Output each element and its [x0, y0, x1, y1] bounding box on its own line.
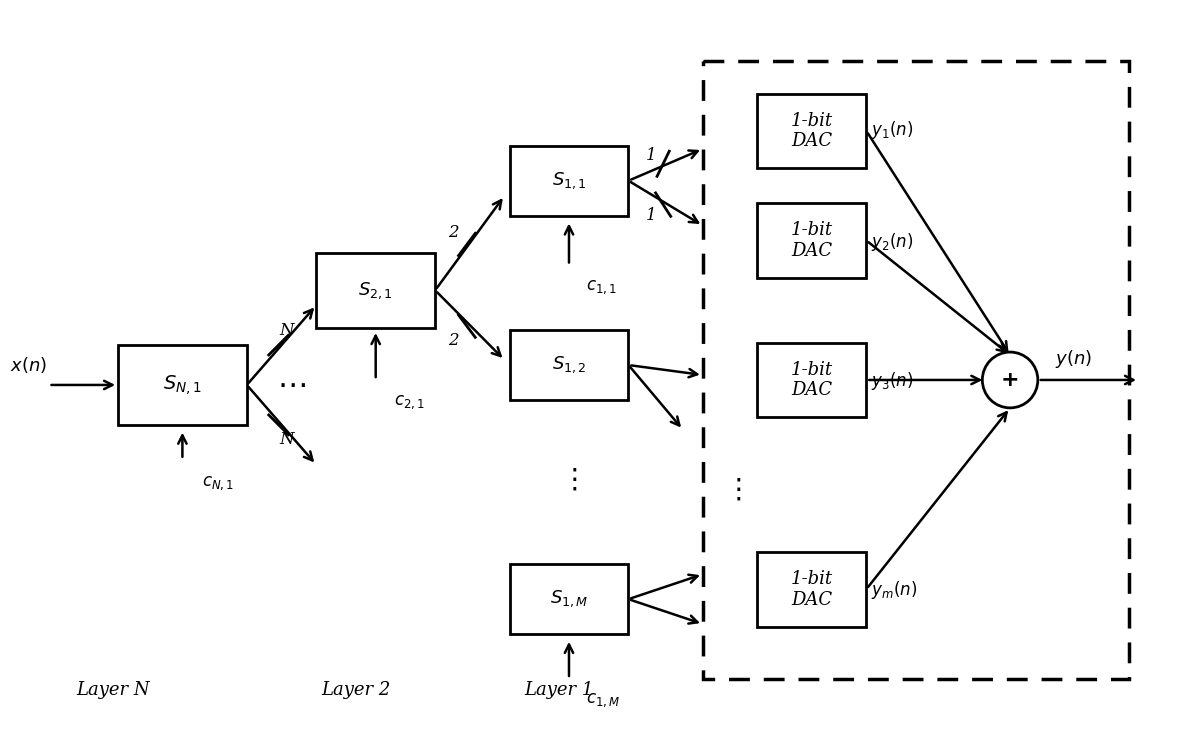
Text: $y_3(n)$: $y_3(n)$ [871, 370, 913, 392]
Text: 2: 2 [447, 224, 458, 241]
Text: $\vdots$: $\vdots$ [560, 466, 578, 493]
Text: Layer 2: Layer 2 [321, 681, 391, 699]
Circle shape [983, 352, 1038, 408]
Bar [703, 61, 1129, 679]
Text: 1-bit
DAC: 1-bit DAC [791, 570, 833, 609]
Text: $c_{2,1}$: $c_{2,1}$ [393, 393, 425, 411]
Text: $y_1(n)$: $y_1(n)$ [871, 119, 913, 141]
Text: $c_{1,1}$: $c_{1,1}$ [586, 278, 617, 296]
Text: $y(n)$: $y(n)$ [1055, 348, 1092, 370]
Text: N: N [279, 321, 294, 339]
Bar [757, 94, 866, 168]
Text: $x(n)$: $x(n)$ [9, 355, 47, 375]
Text: 2: 2 [447, 332, 458, 349]
Bar [510, 564, 629, 634]
Text: N: N [279, 432, 294, 448]
Bar [757, 342, 866, 417]
Text: $S_{2,1}$: $S_{2,1}$ [358, 280, 393, 301]
Text: 1-bit
DAC: 1-bit DAC [791, 112, 833, 150]
Text: 1: 1 [646, 147, 657, 164]
Text: Layer N: Layer N [77, 681, 149, 699]
Text: $S_{N,1}$: $S_{N,1}$ [162, 373, 202, 397]
Text: $S_{1,2}$: $S_{1,2}$ [552, 355, 586, 375]
Text: 1-bit
DAC: 1-bit DAC [791, 221, 833, 260]
Bar [510, 330, 629, 400]
Text: $c_{N,1}$: $c_{N,1}$ [202, 475, 234, 493]
Text: $S_{1,M}$: $S_{1,M}$ [550, 589, 588, 609]
Text: $S_{1,1}$: $S_{1,1}$ [552, 170, 586, 191]
Text: $\vdots$: $\vdots$ [724, 476, 742, 503]
Bar [118, 345, 247, 425]
Bar [317, 253, 435, 327]
Bar [510, 146, 629, 216]
Text: +: + [1000, 370, 1019, 390]
Text: $c_{1,M}$: $c_{1,M}$ [586, 692, 620, 709]
Bar [757, 203, 866, 278]
Text: $y_m(n)$: $y_m(n)$ [871, 580, 918, 601]
Text: 1-bit
DAC: 1-bit DAC [791, 361, 833, 400]
Text: Layer 1: Layer 1 [525, 681, 593, 699]
Text: $y_2(n)$: $y_2(n)$ [871, 231, 913, 252]
Text: $\cdots$: $\cdots$ [277, 370, 306, 400]
Text: 1: 1 [646, 207, 657, 224]
Bar [757, 552, 866, 626]
